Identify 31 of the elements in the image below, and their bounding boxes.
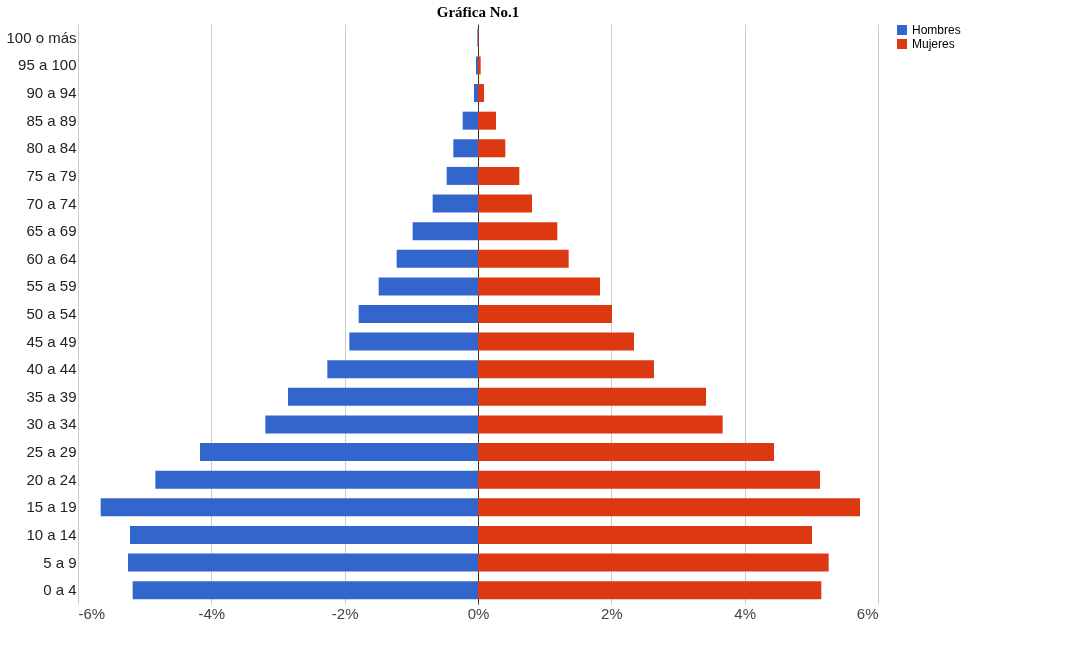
- y-tick-label: 85 a 89: [26, 111, 77, 129]
- y-tick-label: 45 a 49: [26, 332, 77, 350]
- y-tick-label: 25 a 29: [26, 443, 77, 461]
- y-tick-label: 50 a 54: [26, 305, 77, 322]
- y-tick-label: 80 a 84: [26, 139, 77, 157]
- y-tick-label: 20 a 24: [26, 470, 77, 488]
- y-tick-label: 65 a 69: [26, 222, 77, 240]
- y-tick-label: 30 a 34: [26, 415, 77, 433]
- x-tick-label: 6%: [856, 604, 879, 622]
- legend-label: Hombres: [912, 23, 961, 37]
- y-tick-label: 40 a 44: [26, 360, 77, 378]
- y-tick-label: 55 a 59: [26, 277, 77, 295]
- y-tick-label: 0 a 4: [43, 581, 77, 599]
- x-tick-label: -2%: [331, 604, 359, 622]
- x-tick-label: 0%: [467, 604, 490, 622]
- y-tick-label: 5 a 9: [43, 553, 77, 571]
- y-tick-label: 75 a 79: [26, 166, 77, 184]
- y-tick-label: 90 a 94: [26, 84, 77, 102]
- y-tick-label: 15 a 19: [26, 498, 77, 516]
- x-tick-label: -4%: [198, 604, 226, 622]
- chart-title: Gráfica No.1: [436, 4, 520, 20]
- y-tick-label: 70 a 74: [26, 194, 77, 212]
- y-tick-label: 100 o más: [6, 28, 77, 46]
- y-tick-label: 10 a 14: [26, 525, 77, 543]
- x-tick-label: -6%: [78, 604, 106, 622]
- y-tick-label: 60 a 64: [26, 249, 77, 267]
- y-tick-label: 95 a 100: [18, 56, 77, 74]
- y-tick-label: 35 a 39: [26, 387, 77, 405]
- x-tick-label: 2%: [600, 604, 623, 622]
- legend-label: Mujeres: [912, 37, 955, 51]
- x-tick-label: 4%: [734, 604, 757, 622]
